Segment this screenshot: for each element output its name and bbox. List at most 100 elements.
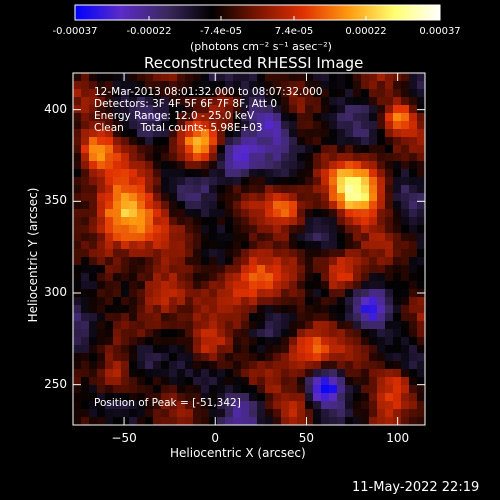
heatmap-cell: [361, 345, 370, 354]
heatmap-cell: [401, 305, 410, 314]
heatmap-cell: [345, 161, 354, 170]
heatmap-cell: [249, 305, 258, 314]
heatmap-cell: [113, 313, 122, 322]
heatmap-cell: [73, 369, 82, 378]
heatmap-cell: [161, 81, 170, 90]
heatmap-cell: [313, 409, 322, 418]
heatmap-cell: [297, 217, 306, 226]
heatmap-cell: [249, 177, 258, 186]
heatmap-cell: [249, 377, 258, 386]
heatmap-cell: [161, 233, 170, 242]
heatmap-cell: [81, 417, 90, 425]
heatmap-cell: [241, 337, 250, 346]
heatmap-cell: [169, 321, 178, 330]
heatmap-cell: [417, 257, 425, 266]
heatmap-cell: [73, 177, 82, 186]
heatmap-cell: [353, 273, 362, 282]
heatmap-cell: [185, 73, 194, 82]
heatmap-cell: [161, 89, 170, 98]
heatmap-cell: [417, 153, 425, 162]
heatmap-cell: [97, 409, 106, 418]
heatmap-cell: [217, 369, 226, 378]
heatmap-cell: [113, 145, 122, 154]
heatmap-cell: [121, 265, 130, 274]
heatmap-cell: [73, 233, 82, 242]
heatmap-cell: [153, 113, 162, 122]
heatmap-cell: [265, 233, 274, 242]
heatmap-cell: [297, 153, 306, 162]
heatmap-cell: [273, 393, 282, 402]
heatmap-cell: [225, 145, 234, 154]
heatmap-cell: [337, 273, 346, 282]
heatmap-cell: [129, 377, 138, 386]
heatmap-cell: [193, 185, 202, 194]
heatmap-cell: [73, 377, 82, 386]
heatmap-cell: [393, 273, 402, 282]
heatmap-cell: [241, 137, 250, 146]
heatmap-cell: [321, 105, 330, 114]
heatmap-cell: [121, 153, 130, 162]
heatmap-cell: [401, 329, 410, 338]
heatmap-cell: [401, 105, 410, 114]
heatmap-cell: [169, 401, 178, 410]
heatmap-cell: [89, 169, 98, 178]
heatmap-cell: [353, 385, 362, 394]
heatmap-cell: [185, 289, 194, 298]
heatmap-cell: [345, 377, 354, 386]
heatmap-cell: [329, 377, 338, 386]
heatmap-cell: [329, 305, 338, 314]
heatmap-cell: [185, 313, 194, 322]
heatmap-cell: [193, 321, 202, 330]
heatmap-cell: [89, 193, 98, 202]
heatmap-cell: [201, 97, 210, 106]
heatmap-cell: [321, 393, 330, 402]
heatmap-cell: [233, 137, 242, 146]
heatmap-cell: [337, 257, 346, 266]
heatmap-cell: [145, 193, 154, 202]
heatmap-cell: [273, 177, 282, 186]
heatmap-cell: [121, 161, 130, 170]
heatmap-cell: [153, 145, 162, 154]
heatmap-cell: [345, 129, 354, 138]
heatmap-cell: [201, 89, 210, 98]
heatmap-cell: [417, 89, 425, 98]
heatmap-cell: [361, 193, 370, 202]
heatmap-cell: [257, 409, 266, 418]
colorbar: [74, 4, 441, 21]
heatmap-cell: [145, 97, 154, 106]
heatmap-cell: [249, 409, 258, 418]
heatmap-cell: [121, 297, 130, 306]
heatmap-cell: [121, 417, 130, 425]
heatmap-cell: [209, 249, 218, 258]
heatmap-cell: [321, 153, 330, 162]
heatmap-cell: [137, 89, 146, 98]
heatmap-cell: [393, 385, 402, 394]
heatmap-cell: [161, 193, 170, 202]
heatmap-cell: [289, 417, 298, 425]
heatmap-cell: [353, 97, 362, 106]
heatmap-cell: [137, 361, 146, 370]
heatmap-cell: [385, 113, 394, 122]
heatmap-cell: [417, 265, 425, 274]
heatmap-cell: [385, 73, 394, 82]
heatmap-cell: [105, 121, 114, 130]
heatmap-cell: [113, 129, 122, 138]
x-axis-title: Heliocentric X (arcsec): [170, 446, 306, 460]
colorbar-tick-label: 0.00022: [345, 26, 387, 37]
heatmap-cell: [217, 305, 226, 314]
heatmap-cell: [233, 185, 242, 194]
heatmap-cell: [313, 417, 322, 425]
heatmap-cell: [233, 361, 242, 370]
heatmap-cell: [329, 105, 338, 114]
heatmap-cell: [417, 361, 425, 370]
heatmap-cell: [129, 417, 138, 425]
heatmap-cell: [129, 409, 138, 418]
heatmap-cell: [377, 249, 386, 258]
heatmap-cell: [89, 385, 98, 394]
heatmap-cell: [297, 329, 306, 338]
heatmap-cell: [329, 353, 338, 362]
heatmap-cell: [73, 361, 82, 370]
heatmap-cell: [345, 225, 354, 234]
heatmap-cell: [73, 217, 82, 226]
heatmap-cell: [281, 257, 290, 266]
